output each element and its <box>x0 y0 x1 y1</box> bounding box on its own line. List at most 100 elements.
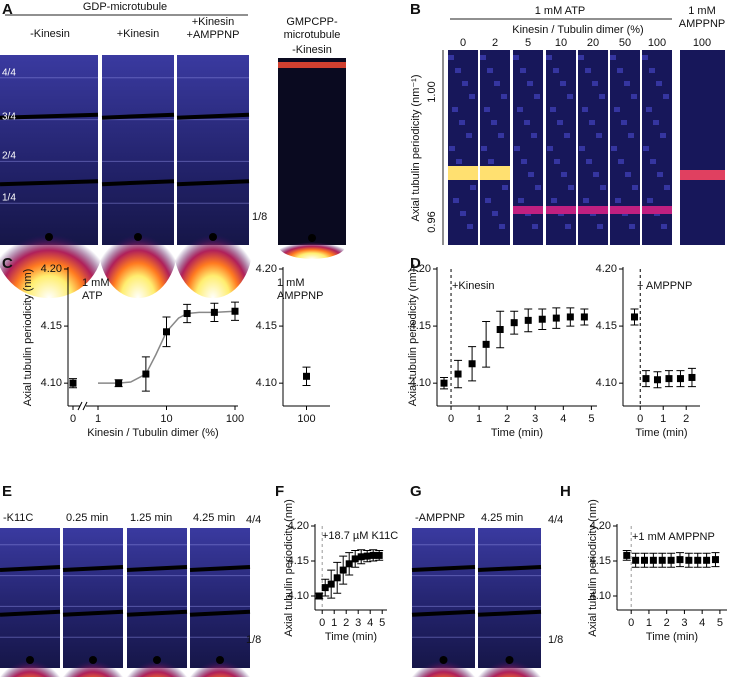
column-label: microtubule <box>284 29 341 41</box>
heatmap-noise <box>527 81 533 86</box>
heatmap-noise <box>521 159 527 164</box>
x-axis-label: Time (min) <box>646 631 698 643</box>
image <box>278 58 346 245</box>
x-axis-label: Kinesin / Tubulin dimer (%) <box>87 427 218 439</box>
data-point <box>676 556 684 564</box>
x-tick-label: 5 <box>379 617 385 629</box>
group-title: GDP-microtubule <box>83 1 167 13</box>
heatmap-noise <box>488 159 494 164</box>
heatmap-noise <box>610 55 616 60</box>
column-label: 50 <box>619 37 631 49</box>
data-point <box>345 560 353 568</box>
data-point <box>711 556 719 564</box>
column-label: 5 <box>525 37 531 49</box>
heatmap-noise <box>520 68 526 73</box>
x-tick-label: 3 <box>681 617 687 629</box>
heatmap-noise <box>664 185 670 190</box>
y-tick-label: 4.15 <box>410 320 431 332</box>
data-point <box>641 556 648 564</box>
y-tick-label: 4.20 <box>256 263 277 275</box>
heatmap-noise <box>592 81 598 86</box>
marker-label: 1/8 <box>246 634 261 646</box>
beam-glow <box>0 191 103 299</box>
beam-stop <box>134 233 142 241</box>
shadow-stripe <box>0 565 61 572</box>
heatmap-noise <box>564 133 570 138</box>
layer-label: 4/4 <box>2 68 16 79</box>
heatmap-noise <box>657 172 663 177</box>
heatmap-noise <box>617 68 623 73</box>
column-label: GMPCPP- <box>286 16 338 28</box>
heatmap-noise <box>492 211 498 216</box>
heatmap-noise <box>561 172 567 177</box>
x-axis-label: Time (min) <box>635 427 687 439</box>
data-point <box>440 379 448 387</box>
data-point <box>363 552 371 560</box>
heatmap-noise <box>532 224 538 229</box>
heatmap-band <box>610 206 640 214</box>
shadow-stripe <box>101 179 175 187</box>
y-tick-label: 4.20 <box>590 520 611 532</box>
image-panels: 4/43/42/41/41/80 2 5 10 20 50 100-K11C 0.25 min… <box>0 37 725 677</box>
panel-letter: E <box>2 483 12 500</box>
beam-glow <box>187 628 253 677</box>
heatmap-noise <box>643 146 649 151</box>
y-tick-label: 4.10 <box>410 377 431 389</box>
shadow-stripe <box>189 609 251 617</box>
x-tick-label: 10 <box>160 413 172 425</box>
column-label: +Kinesin <box>192 16 235 28</box>
data-point <box>315 592 323 600</box>
y-tick-label: 0.96 <box>426 211 438 232</box>
condition: 1 mM <box>688 5 716 17</box>
data-point <box>552 314 560 322</box>
heatmap-noise <box>456 159 462 164</box>
column-label: 0 <box>460 37 466 49</box>
x-tick-label: 0 <box>637 413 643 425</box>
shadow-stripe <box>0 179 99 187</box>
heatmap-noise <box>660 133 666 138</box>
data-point <box>496 326 504 334</box>
heatmap-noise <box>568 185 574 190</box>
data-point <box>653 376 661 384</box>
y-tick-label: 4.20 <box>596 263 617 275</box>
data-point <box>115 379 123 387</box>
x-tick-label: 2 <box>343 617 349 629</box>
x-tick-label: 5 <box>588 413 594 425</box>
x-tick-label: 1 <box>660 413 666 425</box>
y-tick-label: 4.10 <box>288 590 309 602</box>
beam-glow <box>173 191 253 299</box>
panel-letter: D <box>410 255 421 272</box>
y-tick-label: 4.15 <box>288 555 309 567</box>
marker-label: 4/4 <box>246 514 261 526</box>
data-point <box>630 313 638 321</box>
heatmap-noise <box>624 81 630 86</box>
shadow-stripe <box>176 112 250 120</box>
column-label: -AMPPNP <box>415 512 465 524</box>
beam-stop <box>26 656 34 664</box>
column-label: -Kinesin <box>30 28 70 40</box>
heatmap-noise <box>599 94 605 99</box>
data-point <box>658 556 666 564</box>
data-point <box>685 556 693 564</box>
shadow-stripe <box>176 179 250 187</box>
panel-letter: G <box>410 483 422 500</box>
data-point <box>524 316 532 324</box>
heatmap-noise <box>647 198 653 203</box>
beam-stop <box>308 234 316 242</box>
heatmap-noise <box>501 94 507 99</box>
column-label: +AMPPNP <box>187 29 240 41</box>
column-label: -Kinesin <box>292 44 332 56</box>
column-label: -K11C <box>3 512 33 524</box>
heatmap-noise <box>547 146 553 151</box>
beam-glow <box>474 628 545 677</box>
beam-stop <box>45 233 53 241</box>
heatmap-noise <box>460 211 466 216</box>
data-point <box>351 555 359 563</box>
beam-glow <box>98 191 178 299</box>
heatmap-noise <box>611 146 617 151</box>
annotation: AMPPNP <box>277 290 323 302</box>
heatmap-noise <box>455 68 461 73</box>
column-label: +Kinesin <box>117 28 160 40</box>
beam-stop <box>209 233 217 241</box>
